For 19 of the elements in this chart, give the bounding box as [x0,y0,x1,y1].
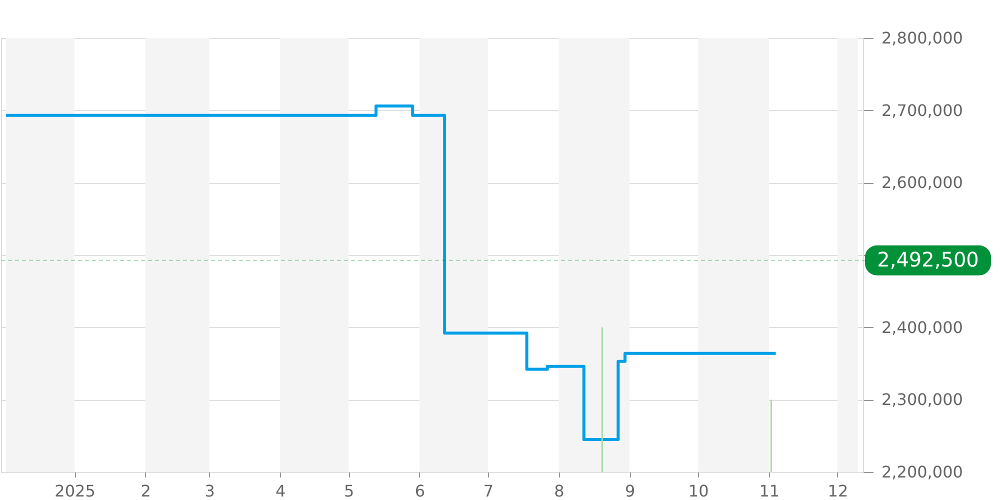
x-tick-label: 7 [483,482,494,500]
y-tick-label: 2,400,000 [882,318,963,337]
x-tick-label: 11 [759,482,780,500]
x-tick-label: 6 [414,482,426,500]
x-tick-label: 2025 [54,482,96,500]
y-tick-label: 2,700,000 [882,100,963,120]
x-tick-label: 8 [554,482,564,500]
x-tick-label: 5 [344,482,354,500]
x-tick-label: 10 [688,482,709,500]
x-tick-label: 12 [828,482,848,500]
x-tick-label: 4 [276,482,286,500]
y-tick-label: 2,300,000 [882,390,963,410]
x-tick-label: 3 [204,482,215,500]
y-tick-label: 2,200,000 [882,462,963,482]
x-tick-label: 9 [624,482,636,500]
x-tick-label: 2 [140,482,151,500]
ref-line-label: 2,492,500 [877,247,979,272]
y-tick-label: 2,800,000 [882,28,963,48]
y-tick-label: 2,600,000 [882,173,963,192]
